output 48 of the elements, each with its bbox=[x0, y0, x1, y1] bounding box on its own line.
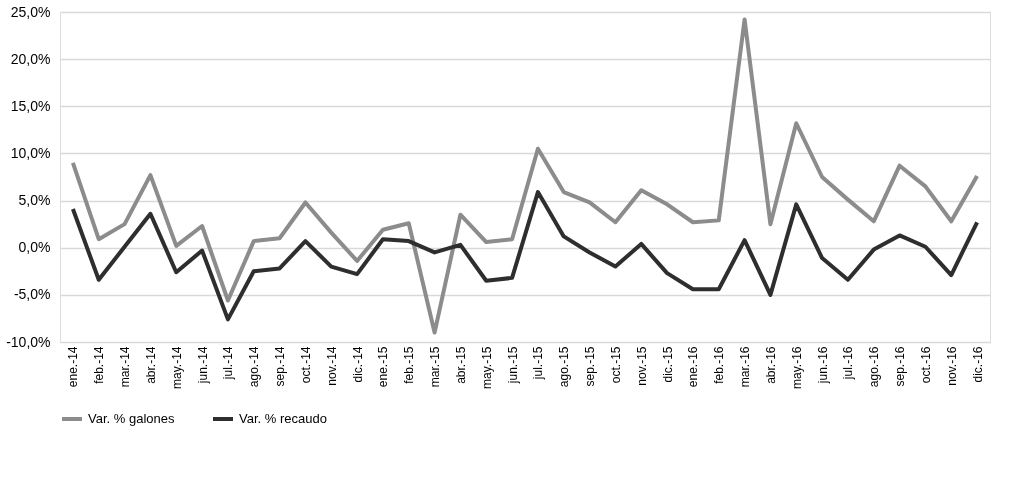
x-tick-label: nov.-15 bbox=[634, 346, 649, 386]
x-tick-label: oct.-14 bbox=[298, 346, 313, 384]
x-tick-label: ene.-15 bbox=[376, 346, 391, 388]
x-tick-label: jul.-15 bbox=[531, 346, 546, 381]
x-tick-label: sep.-15 bbox=[583, 346, 598, 387]
x-tick-label: jun.-15 bbox=[505, 346, 520, 385]
x-tick-label: jun.-16 bbox=[815, 346, 830, 385]
x-tick-label: dic.-16 bbox=[970, 346, 985, 383]
x-tick-label: jun.-14 bbox=[195, 346, 210, 385]
x-tick-label: sep.-16 bbox=[893, 346, 908, 387]
y-tick-label: 5,0% bbox=[18, 192, 51, 209]
y-tick-label: -5,0% bbox=[13, 286, 51, 303]
legend-label: Var. % recaudo bbox=[239, 411, 327, 426]
y-tick-label: 10,0% bbox=[10, 144, 51, 161]
x-tick-label: ago.-15 bbox=[557, 346, 572, 388]
x-tick-label: jul.-14 bbox=[221, 346, 236, 381]
y-tick-label: 25,0% bbox=[10, 3, 51, 20]
x-tick-label: ago.-14 bbox=[247, 346, 262, 388]
x-tick-label: may.-16 bbox=[789, 346, 804, 389]
x-tick-label: oct.-16 bbox=[918, 346, 933, 384]
y-tick-label: 15,0% bbox=[10, 97, 51, 114]
x-tick-label: may.-14 bbox=[169, 346, 184, 389]
x-tick-label: ene.-16 bbox=[686, 346, 701, 388]
x-tick-label: abr.-14 bbox=[143, 346, 158, 384]
y-tick-label: 20,0% bbox=[10, 50, 51, 67]
x-tick-label: dic.-15 bbox=[660, 346, 675, 383]
x-tick-label: mar.-14 bbox=[118, 346, 133, 388]
x-tick-label: mar.-15 bbox=[428, 346, 443, 388]
x-tick-label: abr.-15 bbox=[453, 346, 468, 384]
x-tick-label: feb.-16 bbox=[712, 346, 727, 384]
x-tick-label: nov.-14 bbox=[324, 346, 339, 386]
x-tick-label: oct.-15 bbox=[608, 346, 623, 384]
y-tick-label: -10,0% bbox=[6, 333, 51, 350]
x-tick-label: mar.-16 bbox=[738, 346, 753, 388]
x-tick-label: nov.-16 bbox=[944, 346, 959, 386]
y-tick-label: 0,0% bbox=[18, 239, 51, 256]
x-tick-label: ago.-16 bbox=[867, 346, 882, 388]
x-tick-label: abr.-16 bbox=[763, 346, 778, 384]
legend-label: Var. % galones bbox=[88, 411, 175, 426]
x-tick-label: dic.-14 bbox=[350, 346, 365, 383]
x-tick-label: feb.-15 bbox=[402, 346, 417, 384]
x-tick-label: ene.-14 bbox=[66, 346, 81, 388]
x-tick-label: sep.-14 bbox=[273, 346, 288, 387]
x-tick-label: may.-15 bbox=[479, 346, 494, 389]
x-tick-label: jul.-16 bbox=[841, 346, 856, 381]
line-series bbox=[70, 17, 980, 335]
x-tick-label: feb.-14 bbox=[92, 346, 107, 384]
line-series bbox=[70, 190, 980, 322]
